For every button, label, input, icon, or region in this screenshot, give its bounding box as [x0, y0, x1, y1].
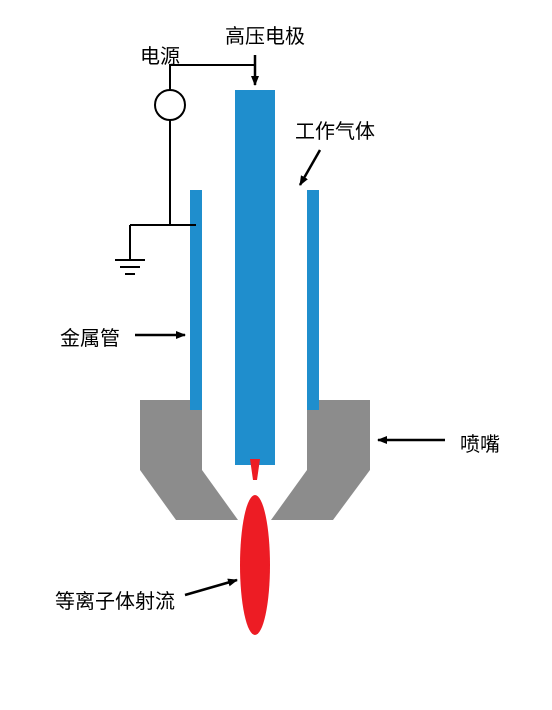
label-metal-tube: 金属管 [60, 322, 120, 351]
power-source-icon [155, 90, 185, 120]
arrow-plasma-jet [185, 580, 237, 595]
label-power-source: 电源 [140, 40, 180, 69]
wire-top [170, 65, 255, 90]
nozzle-slant-left [140, 470, 238, 520]
label-working-gas: 工作气体 [295, 115, 375, 144]
arrow-working-gas [300, 150, 320, 185]
ground-symbol-icon [115, 260, 145, 274]
label-hv-electrode: 高压电极 [225, 20, 305, 49]
plasma-jet-flame [240, 495, 270, 635]
metal-tube-left [190, 190, 202, 410]
nozzle-body-left [140, 400, 202, 470]
label-plasma-jet: 等离子体射流 [55, 585, 175, 614]
hv-electrode [235, 90, 275, 465]
nozzle-slant-right [271, 470, 370, 520]
plasma-tip [250, 459, 260, 480]
metal-tube-right [307, 190, 319, 410]
label-nozzle: 喷嘴 [460, 428, 500, 457]
nozzle-body-right [307, 400, 370, 470]
